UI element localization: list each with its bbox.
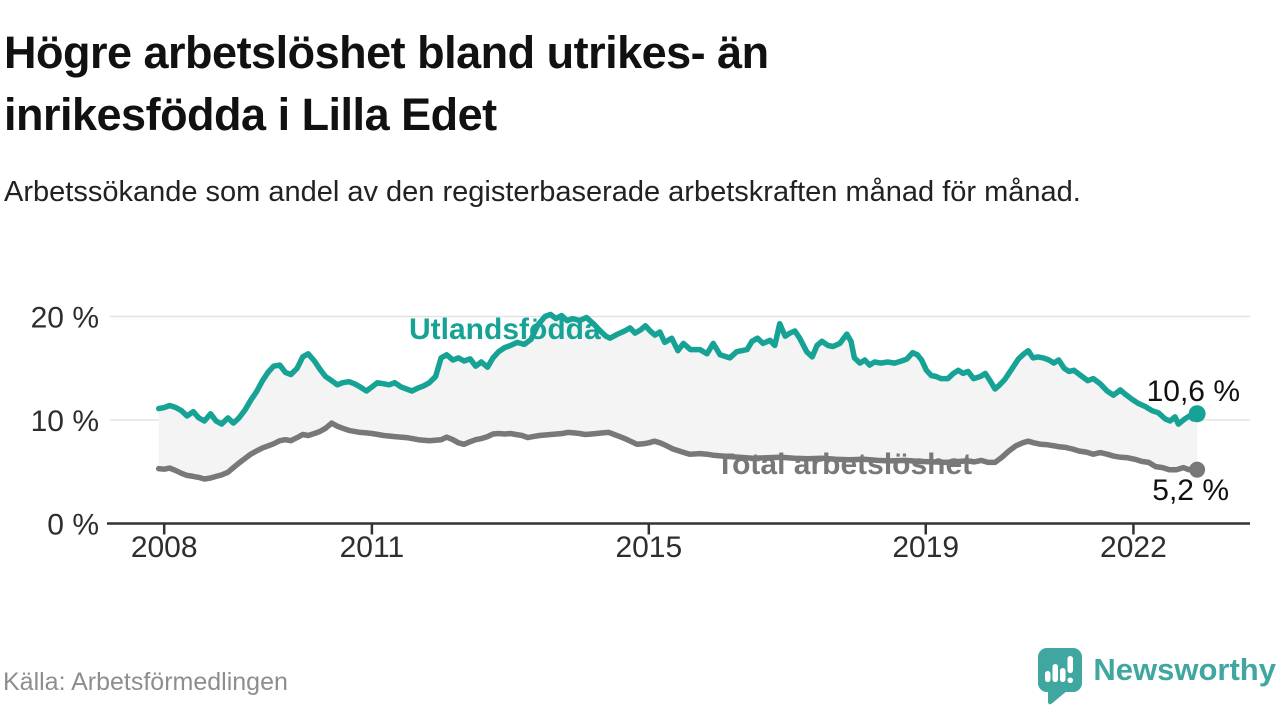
logo-bar-1 [1045,671,1051,682]
logo-bar-3 [1060,668,1066,682]
x-tick-label: 2019 [892,531,959,564]
newsworthy-logo-icon [1038,648,1083,705]
end-value-total: 5,2 % [1152,474,1229,507]
y-tick-label: 20 % [31,302,99,335]
series-label-total: Total arbetslöshet [716,448,972,481]
x-tick-label: 2008 [131,531,198,564]
x-tick-label: 2015 [615,531,682,564]
x-tick-label: 2011 [340,531,405,564]
y-tick-label: 0 % [47,509,99,542]
source-note: Källa: Arbetsförmedlingen [3,668,288,696]
series-line-total [155,420,1200,482]
logo-exclamation-bar [1067,656,1074,673]
end-dot-total [1189,461,1206,478]
fill-between-series [158,314,1198,479]
logo-bubble [1038,648,1083,692]
newsworthy-logo: Newsworthy [1037,648,1276,706]
line-chart: 2008 2011 2015 2019 2022 0 % 10 % 20 % Utlandsfö… [0,290,1280,580]
series-line-utlandsfodda [155,311,1200,427]
end-dot-utlandsfodda [1188,405,1206,423]
x-tick-label: 2022 [1100,531,1167,564]
line-chart-canvas: 2008 2011 2015 2019 2022 0 % 10 % 20 % Utlandsfö… [31,302,1250,564]
end-value-utlandsfodda: 10,6 % [1147,375,1240,408]
logo-bubble-tail [1048,686,1069,705]
brand-name: Newsworthy [1093,652,1276,687]
series-label-utlandsfodda: Utlandsfödda [409,313,601,346]
logo-exclamation-dot [1067,677,1074,683]
logo-bar-2 [1052,664,1059,682]
y-tick-label: 10 % [31,405,99,438]
chart-title: Högre arbetslöshet bland utrikes- än inr… [4,27,769,140]
chart-subtitle: Arbetssökande som andel av den registerb… [4,176,1081,208]
